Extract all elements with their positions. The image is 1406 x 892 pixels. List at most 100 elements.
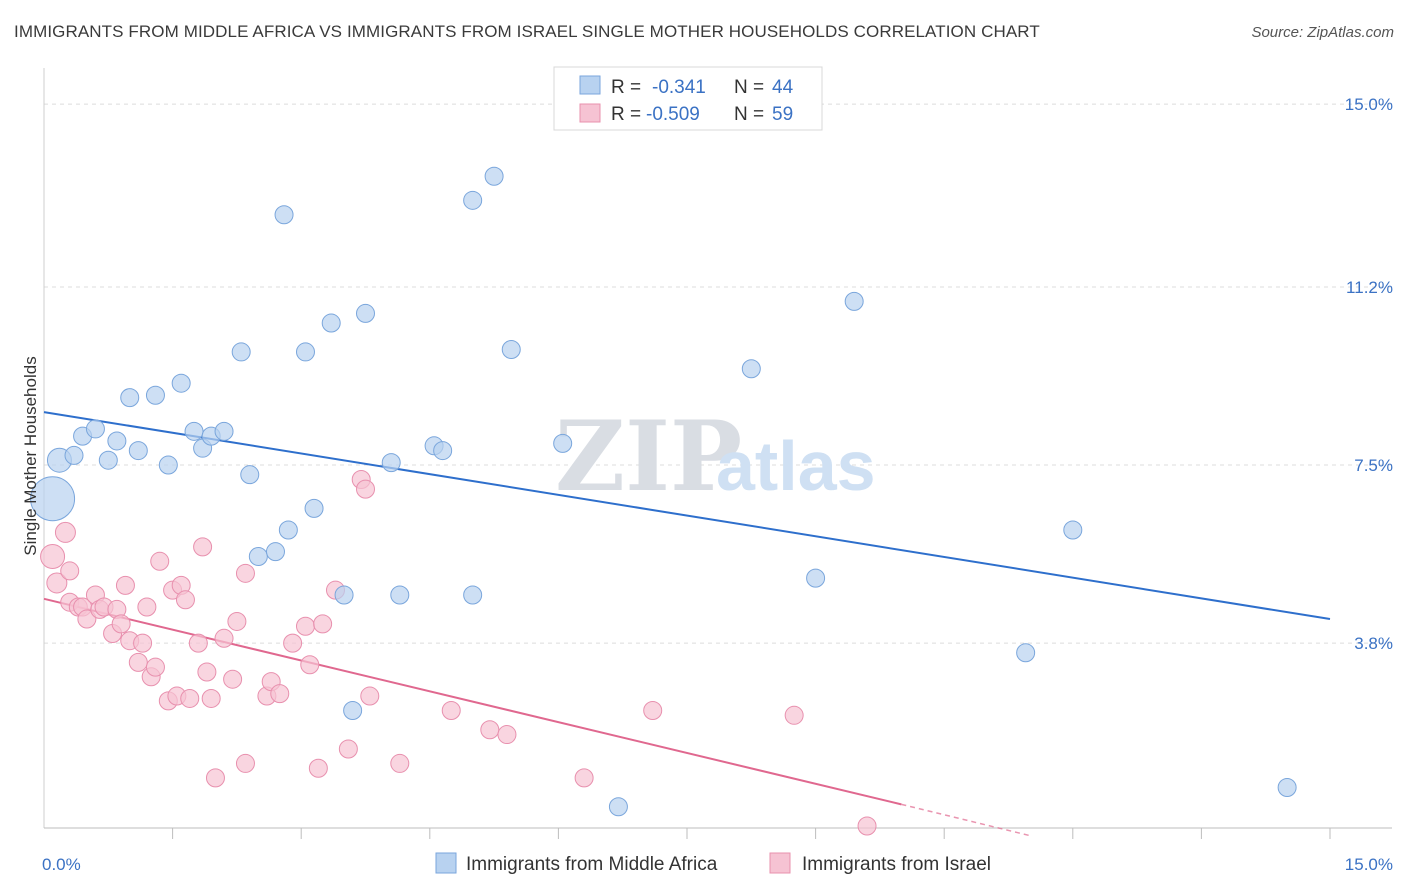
legend-n-label: N = <box>734 77 764 98</box>
point-israel <box>128 652 148 672</box>
point-middle-africa <box>334 585 354 605</box>
point-israel <box>308 758 328 778</box>
trend-line-middle-africa <box>43 411 1331 621</box>
point-israel <box>77 609 97 629</box>
point-middle-africa <box>433 441 453 461</box>
point-middle-africa <box>265 542 285 562</box>
point-middle-africa <box>120 388 140 408</box>
point-israel <box>270 684 290 704</box>
point-middle-africa <box>98 450 118 470</box>
point-middle-africa <box>274 205 294 225</box>
point-middle-africa <box>295 342 315 362</box>
point-israel <box>235 753 255 773</box>
point-israel <box>283 633 303 653</box>
point-middle-africa <box>381 453 401 473</box>
point-middle-africa <box>553 433 573 453</box>
point-israel <box>574 768 594 788</box>
point-israel <box>175 590 195 610</box>
axes <box>43 68 1392 839</box>
legend-swatch-blue <box>579 75 601 95</box>
point-israel <box>133 633 153 653</box>
point-middle-africa <box>158 455 178 475</box>
point-israel <box>497 725 517 745</box>
point-middle-africa <box>145 385 165 405</box>
point-middle-africa <box>248 546 268 566</box>
trend-line-israel <box>43 597 902 806</box>
x-tick-labels: 0.0% 15.0% <box>42 855 1393 874</box>
point-middle-africa <box>1063 520 1083 540</box>
point-middle-africa <box>463 190 483 210</box>
point-israel <box>857 816 877 836</box>
point-israel <box>480 720 500 740</box>
y-tick-labels: 3.8% 7.5% 11.2% 15.0% <box>1345 95 1393 653</box>
point-middle-africa <box>231 342 251 362</box>
point-israel <box>356 479 375 499</box>
point-middle-africa <box>184 421 204 441</box>
legend-n-value: 44 <box>772 77 794 98</box>
y-tick-label: 11.2% <box>1346 278 1393 297</box>
watermark-atlas: atlas <box>716 427 876 505</box>
legend-r-value: -0.341 <box>652 77 706 98</box>
y-axis-label: Single Mother Households <box>21 356 40 555</box>
point-israel <box>115 575 135 595</box>
point-middle-africa <box>608 797 628 817</box>
point-israel <box>205 768 225 788</box>
point-israel <box>40 543 66 569</box>
point-israel <box>784 705 804 725</box>
point-middle-africa <box>278 520 298 540</box>
point-israel <box>643 700 663 720</box>
bottom-legend-swatch-pink <box>769 852 791 874</box>
legend-r-label: R = <box>611 77 641 98</box>
point-middle-africa <box>30 476 76 522</box>
point-israel <box>360 686 380 706</box>
y-tick-label: 3.8% <box>1354 634 1393 653</box>
point-middle-africa <box>321 313 341 333</box>
point-middle-africa <box>85 419 105 439</box>
source-label: Source: ZipAtlas.com <box>1251 24 1394 41</box>
point-middle-africa <box>484 166 504 186</box>
point-middle-africa <box>463 585 483 605</box>
point-israel <box>295 616 315 636</box>
y-tick-label: 7.5% <box>1354 456 1393 475</box>
trend-line-israel-extension <box>901 803 1031 837</box>
point-israel <box>197 662 217 682</box>
legend: R = -0.341 N = 44 R = -0.509 N = 59 <box>553 66 823 131</box>
point-middle-africa <box>741 359 761 379</box>
point-middle-africa <box>128 441 148 461</box>
point-middle-africa <box>806 568 826 588</box>
point-middle-africa <box>214 421 234 441</box>
point-israel <box>223 669 243 689</box>
y-tick-label: 15.0% <box>1345 95 1393 114</box>
watermark-zip: ZIP <box>555 400 742 513</box>
point-middle-africa <box>64 445 84 465</box>
legend-n-value: 59 <box>772 104 793 125</box>
point-israel <box>111 614 131 634</box>
point-israel <box>188 633 208 653</box>
x-tick-label: 0.0% <box>42 855 81 874</box>
legend-r-label: R = <box>611 104 641 125</box>
point-israel <box>214 628 234 648</box>
point-middle-africa <box>356 303 375 323</box>
watermark: ZIP atlas <box>555 400 876 513</box>
chart-title: IMMIGRANTS FROM MIDDLE AFRICA VS IMMIGRA… <box>14 22 1040 41</box>
point-israel <box>338 739 358 759</box>
bottom-legend-swatch-blue <box>435 852 457 874</box>
point-middle-africa <box>1016 643 1036 663</box>
trend-lines <box>43 411 1331 837</box>
point-middle-africa <box>844 291 864 311</box>
point-israel <box>145 657 165 677</box>
point-israel <box>137 597 157 617</box>
data-points <box>30 166 1297 836</box>
legend-n-label: N = <box>734 104 764 125</box>
point-israel <box>390 753 410 773</box>
point-israel <box>441 700 461 720</box>
point-israel <box>46 572 68 594</box>
point-israel <box>60 561 80 581</box>
bottom-legend-label-pink: Immigrants from Israel <box>802 854 991 875</box>
point-israel <box>193 537 213 557</box>
point-middle-africa <box>171 373 191 393</box>
bottom-legend-label-blue: Immigrants from Middle Africa <box>466 854 718 875</box>
point-middle-africa <box>343 700 363 720</box>
point-israel <box>313 614 333 634</box>
